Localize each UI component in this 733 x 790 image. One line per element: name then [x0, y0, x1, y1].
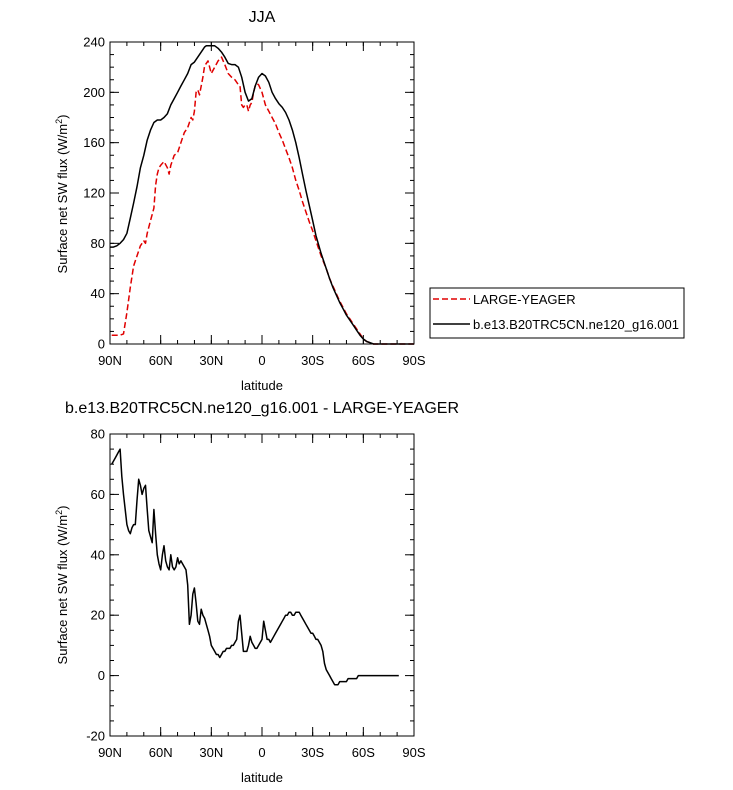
top-chart-title: JJA	[249, 9, 276, 26]
top-chart-x-axis-label: latitude	[241, 378, 283, 393]
legend: LARGE-YEAGER b.e13.B20TRC5CN.ne120_g16.0…	[429, 287, 685, 339]
bottom-x-tick-label-0: 0	[258, 745, 265, 760]
top-x-tick-label-90n: 90N	[98, 353, 122, 368]
bottom-chart-frame	[109, 433, 415, 737]
bottom-chart-y-axis-label: Surface net SW flux (W/m2)	[54, 506, 70, 665]
bottom-x-tick-label-30s: 30S	[301, 745, 324, 760]
top-chart-y-axis-label: Surface net SW flux (W/m2)	[54, 115, 70, 274]
bottom-x-tick-label-90n: 90N	[98, 745, 122, 760]
legend-label-large-yeager: LARGE-YEAGER	[473, 292, 576, 307]
top-chart: JJA 90N 60N 30N 0 30S 60S 90S 0 40 80 120 160 200 240…	[54, 9, 685, 393]
top-y-tick-label-40: 40	[91, 286, 105, 301]
bottom-y-tick-label-0: 0	[98, 668, 105, 683]
legend-box	[429, 287, 685, 339]
top-x-tick-label-60n: 60N	[149, 353, 173, 368]
bottom-chart-series	[111, 448, 399, 686]
bottom-y-tick-label-80: 80	[91, 427, 105, 442]
top-x-tick-label-0: 0	[258, 353, 265, 368]
top-chart-axes: 90N 60N 30N 0 30S 60S 90S 0 40 80 120 160 200 240	[83, 35, 426, 369]
top-y-tick-label-240: 240	[83, 35, 105, 50]
top-x-tick-label-30s: 30S	[301, 353, 324, 368]
bottom-x-tick-label-60s: 60S	[352, 745, 375, 760]
top-y-tick-label-160: 160	[83, 135, 105, 150]
bottom-y-tick-label-40: 40	[91, 547, 105, 562]
bottom-chart-axes: 90N 60N 30N 0 30S 60S 90S -20 0 20 40 60 80	[86, 427, 426, 761]
bottom-series-line-difference-0	[111, 448, 399, 686]
top-y-tick-label-200: 200	[83, 85, 105, 100]
bottom-x-tick-label-60n: 60N	[149, 745, 173, 760]
bottom-chart-title: b.e13.B20TRC5CN.ne120_g16.001 - LARGE-YE…	[65, 400, 459, 417]
bottom-x-tick-label-90s: 90S	[402, 745, 425, 760]
bottom-x-tick-label-30n: 30N	[199, 745, 223, 760]
bottom-chart: b.e13.B20TRC5CN.ne120_g16.001 - LARGE-YE…	[54, 400, 459, 785]
top-y-tick-label-120: 120	[83, 186, 105, 201]
top-x-tick-label-90s: 90S	[402, 353, 425, 368]
top-series-line-b-e13-b20trc5cn-ne120-g16-001	[110, 45, 414, 345]
top-x-tick-label-60s: 60S	[352, 353, 375, 368]
top-y-tick-label-0: 0	[98, 337, 105, 352]
bottom-chart-x-axis-label: latitude	[241, 770, 283, 785]
bottom-y-tick-label-60: 60	[91, 487, 105, 502]
top-x-tick-label-30n: 30N	[199, 353, 223, 368]
legend-label-b-e13: b.e13.B20TRC5CN.ne120_g16.001	[473, 317, 679, 332]
top-series-line-large-yeager	[111, 56, 414, 345]
bottom-y-tick-label-20: 20	[91, 608, 105, 623]
bottom-y-tick-label-20: -20	[86, 729, 105, 744]
top-chart-series	[110, 45, 414, 345]
top-y-tick-label-80: 80	[91, 236, 105, 251]
